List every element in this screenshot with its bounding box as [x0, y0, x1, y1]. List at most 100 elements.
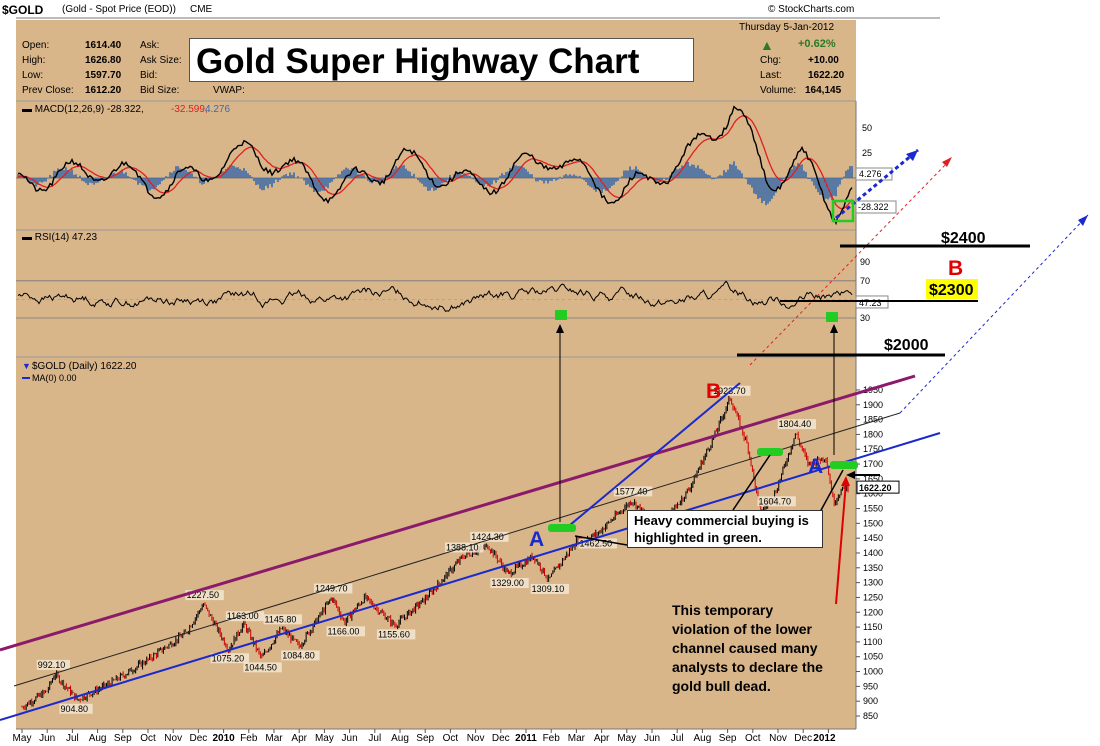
rsi-tick: 70: [860, 276, 870, 286]
x-tick-label: Dec: [190, 733, 208, 744]
green-buy-marker: [830, 461, 858, 469]
upper-channel-line: [0, 374, 916, 652]
price-label-bg: [470, 531, 509, 542]
black-arrow-head: [846, 471, 855, 479]
price-y-tick: 850: [863, 711, 878, 721]
price-pivot-label: 1166.00: [328, 626, 360, 636]
lower-channel-line: [0, 432, 941, 721]
macd-hist-tick: 4.276: [859, 169, 882, 179]
annotation-layer: $2400 $2300 $2000 B B A A: [0, 148, 1089, 721]
last-price-label: 1622.20: [859, 483, 892, 493]
x-tick-label: Jul: [368, 733, 381, 744]
price-label-bg: [313, 583, 353, 594]
wave-a-label: A: [529, 528, 544, 551]
chart-title-box: Gold Super Highway Chart: [189, 38, 694, 82]
volume-label: Volume:: [760, 85, 797, 96]
x-tick-label: Mar: [265, 733, 283, 744]
x-tick-label: Nov: [769, 733, 787, 744]
price-y-tick: 1900: [863, 400, 883, 410]
price-y-tick: 1300: [863, 578, 883, 588]
x-tick-label: Sep: [114, 733, 132, 744]
target-2000-label: $2000: [884, 337, 929, 354]
symbol: $GOLD: [2, 3, 44, 17]
price-label-bg: [326, 626, 365, 637]
x-tick-label: Jun: [39, 733, 55, 744]
quote-date: Thursday 5-Jan-2012: [739, 22, 835, 33]
rsi-panel-bg: [16, 230, 856, 357]
last-label: Last:: [760, 70, 782, 81]
x-tick-label: Jun: [644, 733, 660, 744]
last-value: 1622.20: [808, 70, 845, 81]
x-tick-label: May: [617, 733, 636, 744]
price-label-bg: [613, 486, 653, 497]
callout-pointer: [732, 454, 771, 511]
open-value: 1614.40: [85, 40, 122, 51]
price-y-tick: 1100: [863, 637, 882, 647]
mid-channel-line: [13, 412, 901, 687]
target-2300-label: $2300: [929, 282, 974, 299]
price-y-tick: 1700: [863, 459, 883, 469]
price-y-tick: 1500: [863, 518, 883, 528]
price-label-bg: [185, 590, 224, 601]
price-y-tick: 1800: [863, 429, 883, 439]
wave-a-label-right: A: [808, 455, 823, 478]
vwap-label: VWAP:: [213, 85, 245, 96]
vertical-arrow-2-head: [830, 324, 838, 333]
legend-arrow-icon: ▼: [22, 361, 31, 371]
rsi-green-marker: [555, 310, 567, 320]
price-pivot-label: 1155.60: [378, 629, 410, 639]
red-projection-arrowhead: [942, 157, 952, 167]
x-tick-label: Oct: [745, 733, 761, 744]
x-tick-label: Apr: [594, 733, 610, 744]
macd-projection-arrowhead: [906, 150, 918, 161]
macd-hist-box: [855, 167, 893, 181]
macd-value-box: [855, 200, 897, 214]
x-tick-label: 2012: [813, 733, 836, 744]
x-tick-label: Nov: [164, 733, 182, 744]
rsi-legend: ▬ RSI(14) 47.23: [22, 232, 97, 243]
chg-label: Chg:: [760, 55, 782, 66]
open-label: Open:: [22, 40, 50, 51]
macd-projection-line: [835, 148, 919, 220]
price-y-tick: 1050: [863, 652, 883, 662]
price-label-bg: [777, 419, 817, 430]
macd-signal-line: [17, 115, 853, 210]
price-y-tick: 950: [863, 681, 878, 691]
macd-value-tick: -28.322: [858, 202, 889, 212]
price-y-tick: 900: [863, 696, 878, 706]
bid-label: Bid:: [140, 70, 158, 81]
high-value: 1626.80: [85, 55, 122, 66]
price-y-tick: 1850: [863, 415, 883, 425]
price-label-bg: [281, 650, 320, 661]
x-tick-label: Aug: [694, 733, 712, 744]
target-2400-label: $2400: [941, 230, 986, 247]
price-y-tick: 1200: [863, 607, 883, 617]
wave-b-label-right: B: [948, 257, 963, 280]
price-pivot-label: 1804.40: [779, 419, 812, 429]
price-label-bg: [263, 614, 302, 625]
chart-title: Gold Super Highway Chart: [196, 42, 640, 81]
macd-legend: ▬ MACD(12,26,9) -28.322,: [22, 104, 144, 115]
x-tick-label: Feb: [240, 733, 258, 744]
x-tick-label: Jul: [66, 733, 79, 744]
x-tick-label: May: [13, 733, 32, 744]
price-y-tick: 1250: [863, 592, 883, 602]
price-pivot-label: 1163.00: [227, 611, 259, 621]
ma-legend: MA(0) 0.00: [32, 373, 77, 383]
price-label-bg: [243, 662, 282, 673]
price-pivot-label: 1075.20: [212, 653, 245, 663]
price-label-bg: [225, 611, 265, 622]
red-arrow: [835, 481, 847, 605]
price-y-tick: 1750: [863, 444, 883, 454]
macd-tick: 50: [862, 123, 872, 133]
x-tick-label: 2011: [515, 733, 537, 744]
price-pivot-label: 1044.50: [244, 662, 277, 672]
macd-signal-value: -32.599,: [171, 104, 208, 115]
macd-line: [17, 105, 853, 226]
price-pivot-label: 1145.80: [265, 614, 297, 624]
x-tick-label: Jun: [342, 733, 358, 744]
x-tick-label: Apr: [291, 733, 307, 744]
rsi-green-marker: [826, 312, 838, 322]
prev-close-value: 1612.20: [85, 85, 122, 96]
